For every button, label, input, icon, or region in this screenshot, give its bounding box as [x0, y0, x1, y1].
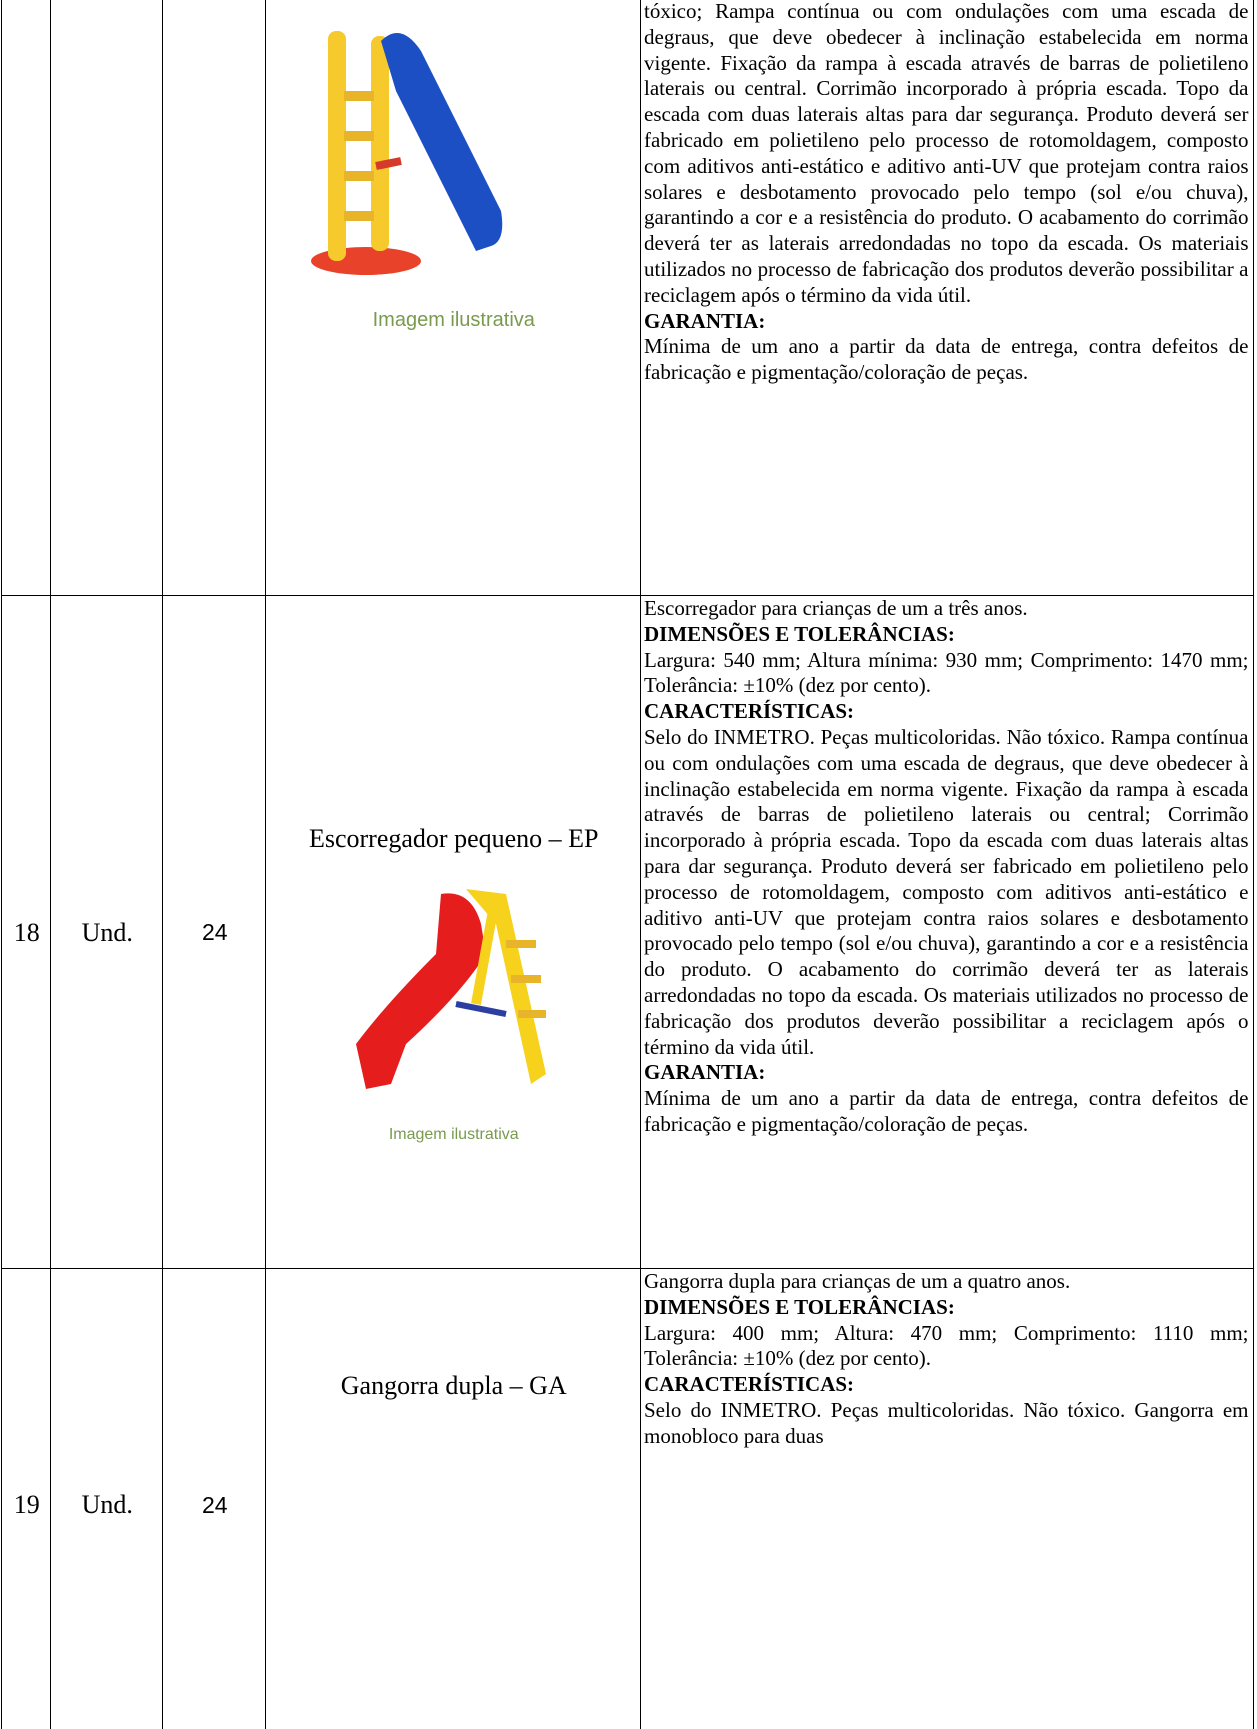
- quantity-cell: [162, 0, 267, 597]
- item-number: 18: [13, 917, 40, 947]
- unit-cell: [50, 0, 164, 597]
- number-cell: 19: [1, 1268, 52, 1729]
- item-cell: Escorregador pequeno – EP Imagem ilustrat…: [265, 595, 642, 1270]
- section-text: Mínima de um ano a partir da data de ent…: [644, 1086, 1249, 1136]
- description-cell: tóxico; Rampa contínua ou com ondulações…: [640, 0, 1254, 597]
- section-heading: DIMENSÕES E TOLERÂNCIAS:: [644, 621, 955, 646]
- section-heading: CARACTERÍSTICAS:: [644, 699, 855, 724]
- section-heading: CARACTERÍSTICAS:: [644, 1372, 855, 1397]
- unit-cell: Und.: [50, 595, 164, 1270]
- section-heading: GARANTIA:: [644, 1060, 766, 1085]
- section-text: Largura: 540 mm; Altura mínima: 930 mm; …: [644, 647, 1249, 698]
- item-number: 19: [13, 1490, 40, 1520]
- unit: Und.: [81, 917, 133, 947]
- description: Gangorra dupla para crianças de um a qua…: [641, 1269, 1253, 1450]
- item-cell: Imagem ilustrativa: [265, 0, 642, 597]
- item-name: Gangorra dupla – GA: [340, 1371, 567, 1400]
- description: tóxico; Rampa contínua ou com ondulações…: [641, 0, 1253, 386]
- section-text: Mínima de um ano a partir da data de ent…: [644, 334, 1249, 385]
- description-cell: Escorregador para crianças de um a três …: [640, 595, 1254, 1270]
- quantity-cell: 24: [162, 595, 267, 1270]
- section-text: Largura: 400 mm; Altura: 470 mm; Comprim…: [644, 1320, 1249, 1371]
- description-text: Gangorra dupla para crianças de um a qua…: [644, 1269, 1071, 1293]
- description: Escorregador para crianças de um a três …: [641, 596, 1253, 1138]
- section-heading: DIMENSÕES E TOLERÂNCIAS:: [644, 1294, 955, 1319]
- description-text: Escorregador para crianças de um a três …: [644, 596, 1028, 620]
- unit: Und.: [81, 1490, 133, 1520]
- number-cell: 18: [1, 595, 52, 1270]
- item-cell: Gangorra dupla – GA: [265, 1268, 642, 1729]
- image-caption: Imagem ilustrativa: [388, 1126, 519, 1143]
- image-caption: Imagem ilustrativa: [372, 309, 535, 331]
- quantity: 24: [201, 1491, 228, 1518]
- section-text: Selo do INMETRO. Peças multicoloridas. N…: [644, 1397, 1249, 1448]
- number-cell: [1, 0, 52, 597]
- quantity: 24: [201, 919, 228, 946]
- section-text: Selo do INMETRO. Peças multicoloridas. N…: [644, 724, 1249, 1059]
- unit-cell: Und.: [50, 1268, 164, 1729]
- product-image: [346, 884, 566, 1104]
- item-name: Escorregador pequeno – EP: [308, 824, 599, 853]
- description-text: tóxico; Rampa contínua ou com ondulações…: [644, 0, 1249, 307]
- quantity-cell: 24: [162, 1268, 267, 1729]
- section-heading: GARANTIA:: [644, 308, 766, 333]
- description-cell: Gangorra dupla para crianças de um a qua…: [640, 1268, 1254, 1729]
- product-image: [306, 11, 506, 286]
